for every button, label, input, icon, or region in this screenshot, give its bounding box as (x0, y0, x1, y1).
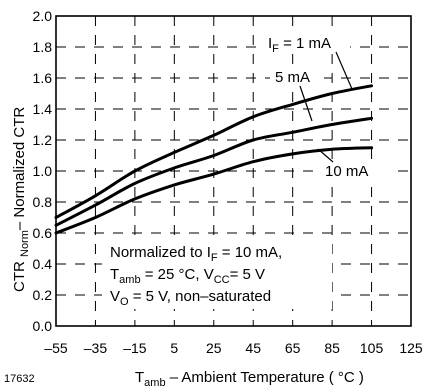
y-tick-label: 1.4 (33, 101, 53, 117)
label-bg-1ma (265, 32, 350, 54)
x-tick-label: 5 (170, 340, 178, 356)
y-tick-label: 0.4 (33, 256, 53, 272)
leader-10ma (317, 148, 334, 163)
label-bg-5ma (270, 66, 324, 86)
y-tick-label: 1.0 (33, 163, 53, 179)
annotation-box (102, 237, 332, 309)
series-line-3 (54, 146, 374, 235)
annotation-line-1: Normalized to IF = 10 mA, (110, 244, 282, 264)
series-line-1 (54, 84, 374, 219)
annotation-line-3: VO = 5 V, non–saturated (110, 288, 271, 308)
y-tick-label: 0.8 (33, 194, 53, 210)
plot-frame (55, 15, 412, 327)
x-tick-label: 105 (360, 340, 384, 356)
y-tick-label: 1.8 (33, 39, 53, 55)
x-tick-label: 125 (399, 340, 423, 356)
x-tick-label: 85 (324, 340, 340, 356)
y-tick-label: 0.2 (33, 287, 53, 303)
y-tick-label: 1.6 (33, 70, 53, 86)
x-tick-label: –35 (84, 340, 108, 356)
x-axis-label: Tamb – Ambient Temperature ( °C ) (135, 369, 364, 389)
x-tick-label: –15 (123, 340, 147, 356)
figure-id: 17632 (4, 373, 35, 385)
y-tick-label: 0.0 (33, 318, 53, 334)
leader-5ma (299, 85, 313, 122)
leader-1ma (335, 51, 353, 90)
label-bg-10ma (318, 159, 396, 181)
x-tick-label: 25 (206, 340, 222, 356)
tick-labels: –55 –35 –15 5 25 45 65 85 105 125 0.0 0.2 0.4 0.6 0.8 1… (33, 8, 423, 356)
x-tick-label: 65 (285, 340, 301, 356)
curve-label-1ma: IF = 1 mA (268, 35, 331, 55)
y-tick-label: 1.2 (33, 132, 53, 148)
curve-label-10ma: 10 mA (325, 163, 368, 180)
y-tick-label: 0.6 (33, 225, 53, 241)
x-tick-label: 45 (245, 340, 261, 356)
y-axis-label: CTR Norm– Normalized CTR (11, 107, 31, 292)
y-tick-label: 2.0 (33, 8, 53, 24)
series-line-2 (54, 116, 374, 227)
series-layer (54, 84, 374, 235)
x-tick-label: –55 (44, 340, 68, 356)
annotation-line-2: Tamb = 25 °C, VCC= 5 V (110, 266, 265, 286)
curve-label-5ma: 5 mA (275, 69, 310, 86)
